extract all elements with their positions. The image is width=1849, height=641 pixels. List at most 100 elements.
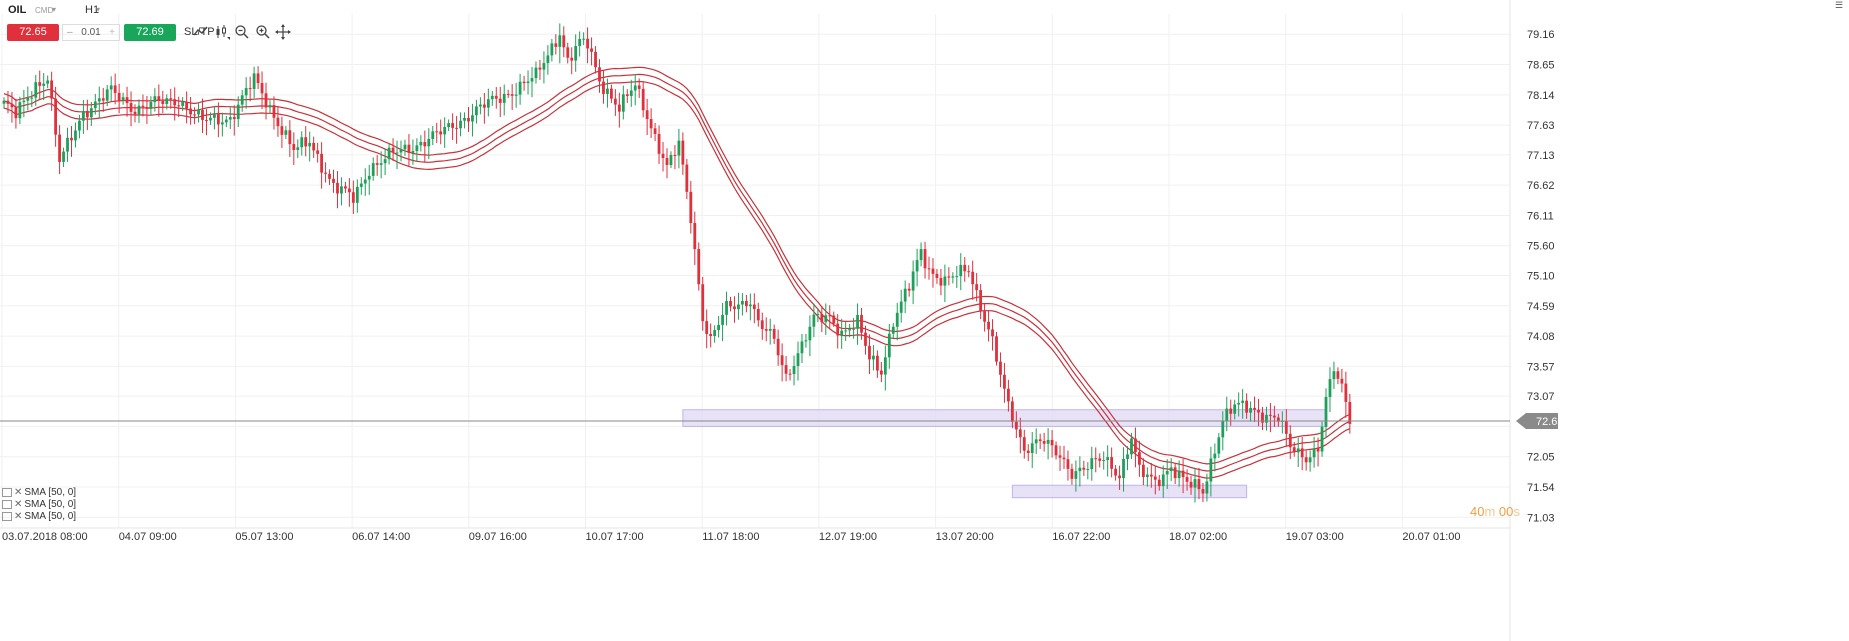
candle bbox=[975, 273, 979, 302]
indicator-remove-icon[interactable]: ✕ bbox=[14, 511, 23, 522]
line-chart-icon[interactable] bbox=[193, 24, 209, 40]
candle-body bbox=[1134, 438, 1137, 453]
timeframe-chevron-down-icon[interactable]: ▾ bbox=[96, 5, 101, 14]
candle bbox=[471, 103, 474, 137]
candle bbox=[1292, 442, 1296, 457]
candle-body bbox=[1122, 458, 1125, 479]
candle-body bbox=[657, 133, 661, 154]
indicator-label[interactable]: ✕ SMA [50, 0] bbox=[2, 487, 76, 498]
buy-button[interactable]: 72.69 bbox=[124, 24, 176, 41]
candle bbox=[820, 305, 824, 333]
candle bbox=[264, 82, 268, 120]
candle bbox=[923, 241, 927, 279]
instrument-symbol[interactable]: OIL bbox=[8, 4, 27, 16]
candles bbox=[2, 23, 1352, 503]
indicator-settings-icon[interactable] bbox=[2, 499, 12, 509]
candle-body bbox=[677, 140, 681, 156]
candle-body bbox=[502, 93, 506, 103]
candle bbox=[1217, 433, 1221, 459]
candle bbox=[776, 329, 780, 366]
candle-body bbox=[161, 100, 165, 104]
candle bbox=[931, 258, 935, 288]
candle-body bbox=[915, 260, 919, 272]
candle-body bbox=[558, 35, 562, 47]
candle bbox=[935, 269, 939, 284]
candle bbox=[518, 73, 522, 105]
candle-body bbox=[419, 142, 423, 146]
candle-body bbox=[240, 95, 244, 105]
candle-body bbox=[355, 186, 359, 203]
candle bbox=[804, 333, 808, 348]
candle-body bbox=[1201, 489, 1205, 494]
candle-body bbox=[772, 328, 776, 339]
candle-body bbox=[800, 341, 804, 354]
y-tick-label: 77.63 bbox=[1527, 120, 1555, 132]
candle-body bbox=[1074, 471, 1078, 479]
candle bbox=[800, 333, 804, 364]
candle-body bbox=[129, 103, 133, 112]
window-menu-icon[interactable]: ☰ bbox=[1835, 0, 1844, 10]
candle-body bbox=[292, 144, 296, 150]
candle bbox=[296, 139, 300, 159]
candle bbox=[1106, 445, 1110, 477]
candle-body bbox=[808, 326, 812, 341]
candle bbox=[999, 352, 1002, 388]
candle-body bbox=[1010, 401, 1014, 422]
candle bbox=[475, 99, 478, 124]
volume-increase-button[interactable]: + bbox=[109, 27, 115, 38]
candle bbox=[367, 164, 371, 195]
volume-stepper[interactable]: – 0.01 + bbox=[62, 24, 120, 41]
candle bbox=[201, 98, 204, 133]
candle-body bbox=[1090, 458, 1094, 470]
candle-body bbox=[919, 249, 923, 261]
y-tick-label: 72.05 bbox=[1527, 452, 1555, 464]
candle-body bbox=[625, 94, 629, 96]
candle bbox=[554, 34, 558, 55]
sma-line bbox=[3, 73, 1351, 472]
indicator-remove-icon[interactable]: ✕ bbox=[14, 499, 23, 510]
indicator-settings-icon[interactable] bbox=[2, 487, 12, 497]
timeframe-selector[interactable]: H1 bbox=[85, 4, 100, 16]
candle-body bbox=[935, 273, 939, 278]
candle bbox=[82, 99, 85, 134]
candle bbox=[272, 96, 276, 130]
zoom-in-icon[interactable] bbox=[255, 24, 271, 40]
candle-body bbox=[760, 320, 764, 330]
indicator-remove-icon[interactable]: ✕ bbox=[14, 487, 23, 498]
candle-body bbox=[471, 115, 474, 122]
candle bbox=[887, 324, 891, 369]
candle bbox=[760, 312, 764, 340]
zoom-out-icon[interactable] bbox=[234, 24, 250, 40]
candle bbox=[316, 142, 320, 163]
indicator-label[interactable]: ✕ SMA [50, 0] bbox=[2, 499, 76, 510]
crosshair-icon[interactable] bbox=[275, 24, 291, 40]
candle bbox=[621, 85, 625, 120]
candle-body bbox=[538, 67, 542, 70]
candle bbox=[983, 303, 986, 332]
sell-button[interactable]: 72.65 bbox=[7, 24, 59, 41]
indicator-label[interactable]: ✕ SMA [50, 0] bbox=[2, 511, 76, 522]
candle bbox=[494, 87, 498, 109]
candle bbox=[30, 90, 34, 108]
sl-tp-button[interactable]: SL/TP bbox=[184, 26, 215, 38]
candle-body bbox=[899, 301, 903, 313]
candle-body bbox=[113, 85, 117, 93]
volume-decrease-button[interactable]: – bbox=[67, 27, 73, 38]
candle-body bbox=[510, 94, 514, 96]
candle-body bbox=[1304, 457, 1308, 463]
candle bbox=[1193, 467, 1197, 503]
candle-body bbox=[1141, 464, 1145, 477]
candle-body bbox=[213, 114, 216, 118]
candle bbox=[1173, 463, 1177, 485]
symbol-chevron-down-icon[interactable]: ▾ bbox=[52, 5, 57, 14]
candle-body bbox=[1257, 409, 1260, 413]
candle bbox=[252, 66, 256, 99]
candle bbox=[669, 151, 673, 169]
candle-body bbox=[248, 88, 252, 90]
candle bbox=[1062, 445, 1066, 469]
candlestick-chart-icon[interactable] bbox=[214, 24, 230, 40]
indicator-settings-icon[interactable] bbox=[2, 511, 12, 521]
candle-body bbox=[1229, 408, 1233, 414]
candle bbox=[701, 276, 705, 331]
